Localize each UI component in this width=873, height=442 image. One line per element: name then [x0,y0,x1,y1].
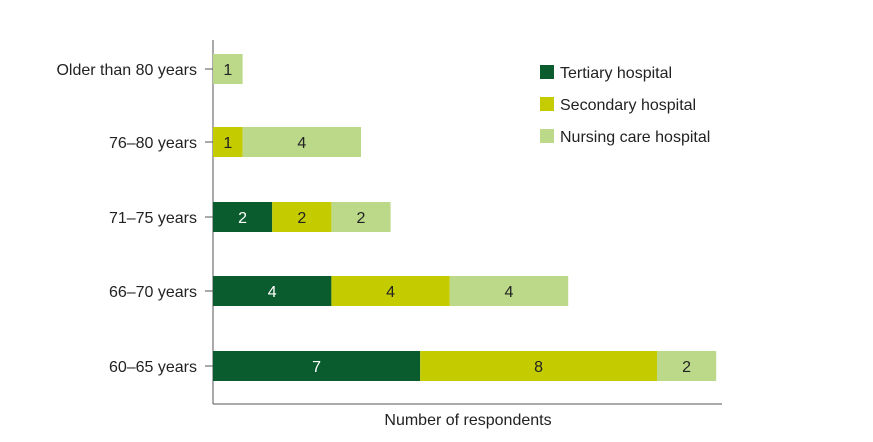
data-label: 7 [312,359,321,376]
category-label: Older than 80 years [56,62,197,79]
bar-secondary-hospital [420,351,657,381]
category-label: 71–75 years [109,210,197,227]
bar-tertiary-hospital [213,202,273,232]
legend-label-tertiary-hospital: Tertiary hospital [560,65,672,82]
category-label: 66–70 years [109,284,197,301]
legend-swatch-nursing-care-hospital [540,129,554,143]
bar-tertiary-hospital [213,351,421,381]
bar-nursing-care-hospital [242,127,361,157]
legend-label-secondary-hospital: Secondary hospital [560,97,696,114]
data-label: 8 [534,359,543,376]
bars: 1 1 4 2 2 2 4 4 4 7 8 2 [213,54,717,381]
legend: Tertiary hospital Secondary hospital Nursi… [540,65,710,146]
data-label: 4 [386,284,395,301]
bar-nursing-care-hospital [213,54,243,84]
x-axis-label: Number of respondents [384,412,551,429]
bar-secondary-hospital [272,202,332,232]
bar-secondary-hospital [213,127,243,157]
bar-nursing-care-hospital [657,351,717,381]
legend-label-nursing-care-hospital: Nursing care hospital [560,129,710,146]
legend-swatch-secondary-hospital [540,97,554,111]
category-label: 76–80 years [109,135,197,152]
bar-secondary-hospital [331,276,450,306]
data-label: 1 [223,135,232,152]
data-label: 1 [223,62,232,79]
data-label: 4 [268,284,277,301]
data-label: 4 [297,135,306,152]
legend-swatch-tertiary-hospital [540,65,554,79]
data-label: 2 [238,210,247,227]
data-label: 2 [297,210,306,227]
data-label: 2 [682,359,691,376]
data-label: 4 [505,284,514,301]
category-label: 60–65 years [109,359,197,376]
category-labels: Older than 80 years 76–80 years 71–75 year… [56,62,197,376]
data-label: 2 [357,210,366,227]
bar-nursing-care-hospital [331,202,391,232]
bar-nursing-care-hospital [449,276,569,306]
bar-tertiary-hospital [213,276,332,306]
